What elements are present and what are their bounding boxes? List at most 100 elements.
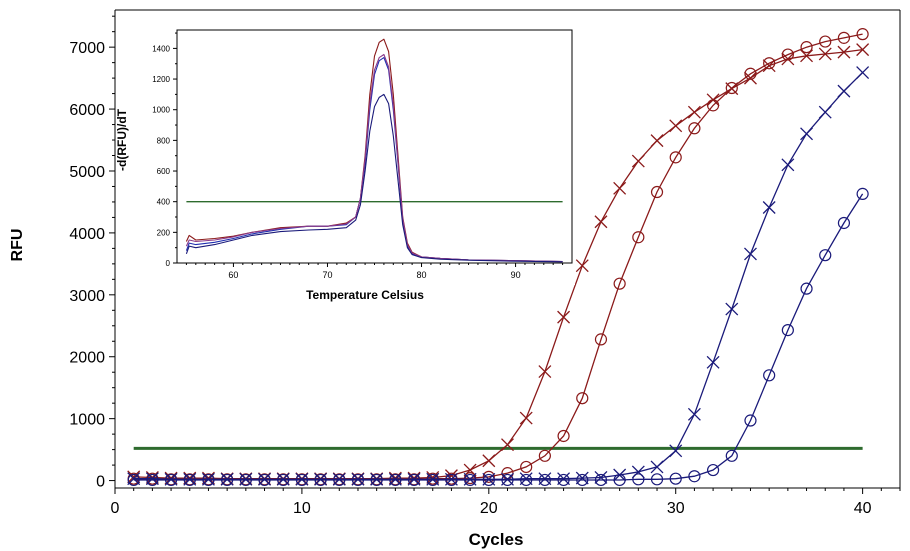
data-point-cross bbox=[482, 454, 496, 468]
data-point-circle bbox=[538, 473, 551, 487]
data-point-circle bbox=[856, 187, 869, 200]
data-point-circle bbox=[351, 473, 365, 487]
data-point-cross bbox=[687, 105, 701, 119]
data-point-circle bbox=[464, 473, 477, 487]
data-point-cross bbox=[725, 302, 739, 316]
data-point-circle bbox=[445, 473, 458, 487]
inset-x-tick-label: 80 bbox=[417, 270, 427, 280]
data-point-circle bbox=[650, 185, 664, 199]
y-tick-label: 4000 bbox=[69, 226, 105, 243]
data-point-cross bbox=[557, 310, 571, 324]
inset-y-tick-label: 1000 bbox=[152, 106, 170, 115]
y-tick-label: 3000 bbox=[69, 288, 105, 305]
data-point-cross bbox=[594, 215, 608, 229]
inset-x-tick-label: 60 bbox=[228, 270, 238, 280]
data-point-cross bbox=[594, 471, 608, 484]
data-point-circle bbox=[520, 460, 533, 474]
data-point-circle bbox=[781, 324, 794, 337]
data-point-circle bbox=[482, 470, 495, 483]
series-line bbox=[133, 72, 864, 480]
data-point-circle bbox=[576, 392, 589, 405]
data-point-cross bbox=[818, 105, 832, 119]
data-point-circle bbox=[164, 473, 178, 487]
data-point-circle bbox=[744, 67, 757, 80]
data-point-cross bbox=[145, 472, 159, 486]
data-point-circle bbox=[669, 151, 682, 164]
data-point-cross bbox=[781, 52, 795, 66]
inset-y-tick-label: 1400 bbox=[152, 44, 170, 53]
data-point-cross bbox=[145, 471, 159, 484]
data-point-cross bbox=[669, 444, 683, 458]
inset-series-line bbox=[185, 93, 563, 263]
y-axis-label: RFU bbox=[9, 229, 26, 262]
data-point-circle bbox=[557, 429, 570, 443]
data-point-circle bbox=[576, 473, 589, 487]
data-point-cross bbox=[575, 259, 589, 273]
y-tick-label: 7000 bbox=[69, 40, 105, 57]
y-tick-label: 5000 bbox=[69, 164, 105, 181]
data-point-circle bbox=[314, 473, 327, 487]
inset-y-tick-label: 200 bbox=[157, 228, 171, 237]
data-point-cross bbox=[613, 181, 627, 195]
data-point-circle bbox=[781, 48, 794, 61]
data-point-cross bbox=[781, 158, 795, 172]
x-tick-label: 0 bbox=[111, 500, 120, 517]
inset-y-axis-label: -d(RFU)/dT bbox=[115, 108, 129, 171]
data-point-circle bbox=[258, 473, 271, 487]
x-tick-label: 40 bbox=[854, 500, 872, 517]
data-point-cross bbox=[183, 471, 197, 485]
inset-y-tick-label: 400 bbox=[157, 198, 171, 207]
x-tick-label: 10 bbox=[293, 500, 311, 517]
data-point-circle bbox=[650, 473, 664, 486]
data-point-cross bbox=[538, 472, 552, 486]
data-point-cross bbox=[687, 407, 701, 421]
data-point-circle bbox=[632, 473, 645, 486]
data-point-cross bbox=[706, 355, 720, 369]
data-point-circle bbox=[202, 473, 215, 487]
data-point-circle bbox=[669, 472, 682, 485]
data-point-circle bbox=[688, 470, 701, 483]
data-point-circle bbox=[744, 414, 757, 427]
data-point-circle bbox=[725, 81, 738, 95]
data-point-cross bbox=[856, 43, 870, 57]
data-point-cross bbox=[201, 471, 215, 485]
data-point-circle bbox=[819, 249, 832, 262]
data-point-cross bbox=[127, 470, 141, 484]
data-point-circle bbox=[557, 473, 570, 487]
data-point-cross bbox=[837, 45, 851, 59]
data-point-circle bbox=[295, 473, 309, 487]
inset-y-tick-label: 0 bbox=[166, 259, 171, 268]
x-tick-label: 30 bbox=[667, 500, 685, 517]
inset-x-axis-label: Temperature Celsius bbox=[306, 288, 424, 302]
data-point-cross bbox=[538, 365, 552, 379]
data-point-circle bbox=[800, 282, 813, 295]
data-point-cross bbox=[856, 66, 870, 79]
data-point-circle bbox=[221, 473, 234, 487]
data-point-circle bbox=[725, 449, 738, 462]
data-point-circle bbox=[613, 473, 626, 487]
data-point-circle bbox=[837, 31, 851, 44]
data-point-cross bbox=[744, 247, 757, 261]
data-point-circle bbox=[520, 473, 533, 487]
data-point-cross bbox=[818, 47, 832, 61]
data-point-circle bbox=[594, 333, 608, 346]
data-point-cross bbox=[800, 127, 814, 141]
data-point-circle bbox=[538, 449, 551, 462]
inset-y-tick-label: 600 bbox=[157, 167, 171, 176]
data-point-circle bbox=[763, 369, 776, 382]
data-point-circle bbox=[239, 473, 252, 487]
data-point-cross bbox=[127, 472, 141, 486]
x-tick-label: 20 bbox=[480, 500, 498, 517]
data-point-circle bbox=[856, 28, 869, 41]
data-point-circle bbox=[706, 99, 720, 112]
data-point-cross bbox=[650, 134, 664, 148]
data-point-circle bbox=[688, 122, 701, 135]
inset-y-tick-label: 1200 bbox=[152, 75, 170, 84]
y-tick-label: 1000 bbox=[69, 412, 105, 429]
data-point-cross bbox=[501, 438, 514, 452]
data-point-circle bbox=[837, 216, 851, 230]
data-point-cross bbox=[557, 472, 571, 486]
data-point-cross bbox=[519, 472, 533, 486]
